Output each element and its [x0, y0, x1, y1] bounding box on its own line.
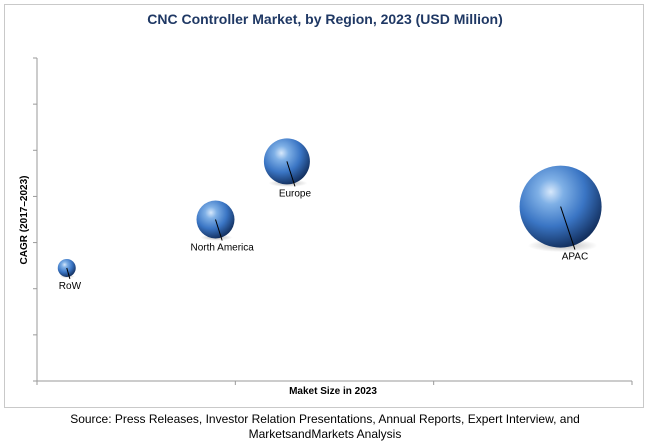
- leader-line: [286, 161, 296, 187]
- bubble-chart: RoW North America Europe APAC Maket Size in…: [19, 57, 633, 397]
- bubble-apac: APAC: [519, 165, 602, 263]
- chart-title: CNC Controller Market, by Region, 2023 (…: [147, 11, 503, 27]
- bubble-row: RoW: [57, 258, 82, 292]
- bubble-label-row: RoW: [59, 281, 82, 292]
- bubble-north-america: North America: [190, 200, 254, 254]
- x-axis-label: Maket Size in 2023: [289, 386, 377, 397]
- leader-line: [66, 267, 71, 280]
- leader-line: [560, 206, 576, 250]
- bubble-label-apac: APAC: [562, 252, 589, 263]
- bubble-europe: Europe: [263, 138, 312, 199]
- axes: [33, 57, 633, 385]
- leader-line: [215, 219, 223, 241]
- source-line-1: Source: Press Releases, Investor Relatio…: [70, 412, 580, 426]
- source-note: Source: Press Releases, Investor Relatio…: [0, 412, 650, 442]
- bubble-label-europe: Europe: [279, 188, 312, 199]
- bubbles: RoW North America Europe APAC: [57, 138, 602, 292]
- bubble-label-north-america: North America: [190, 243, 254, 254]
- y-axis-label: CAGR (2017–2023): [19, 176, 30, 265]
- source-line-2: MarketsandMarkets Analysis: [248, 427, 402, 441]
